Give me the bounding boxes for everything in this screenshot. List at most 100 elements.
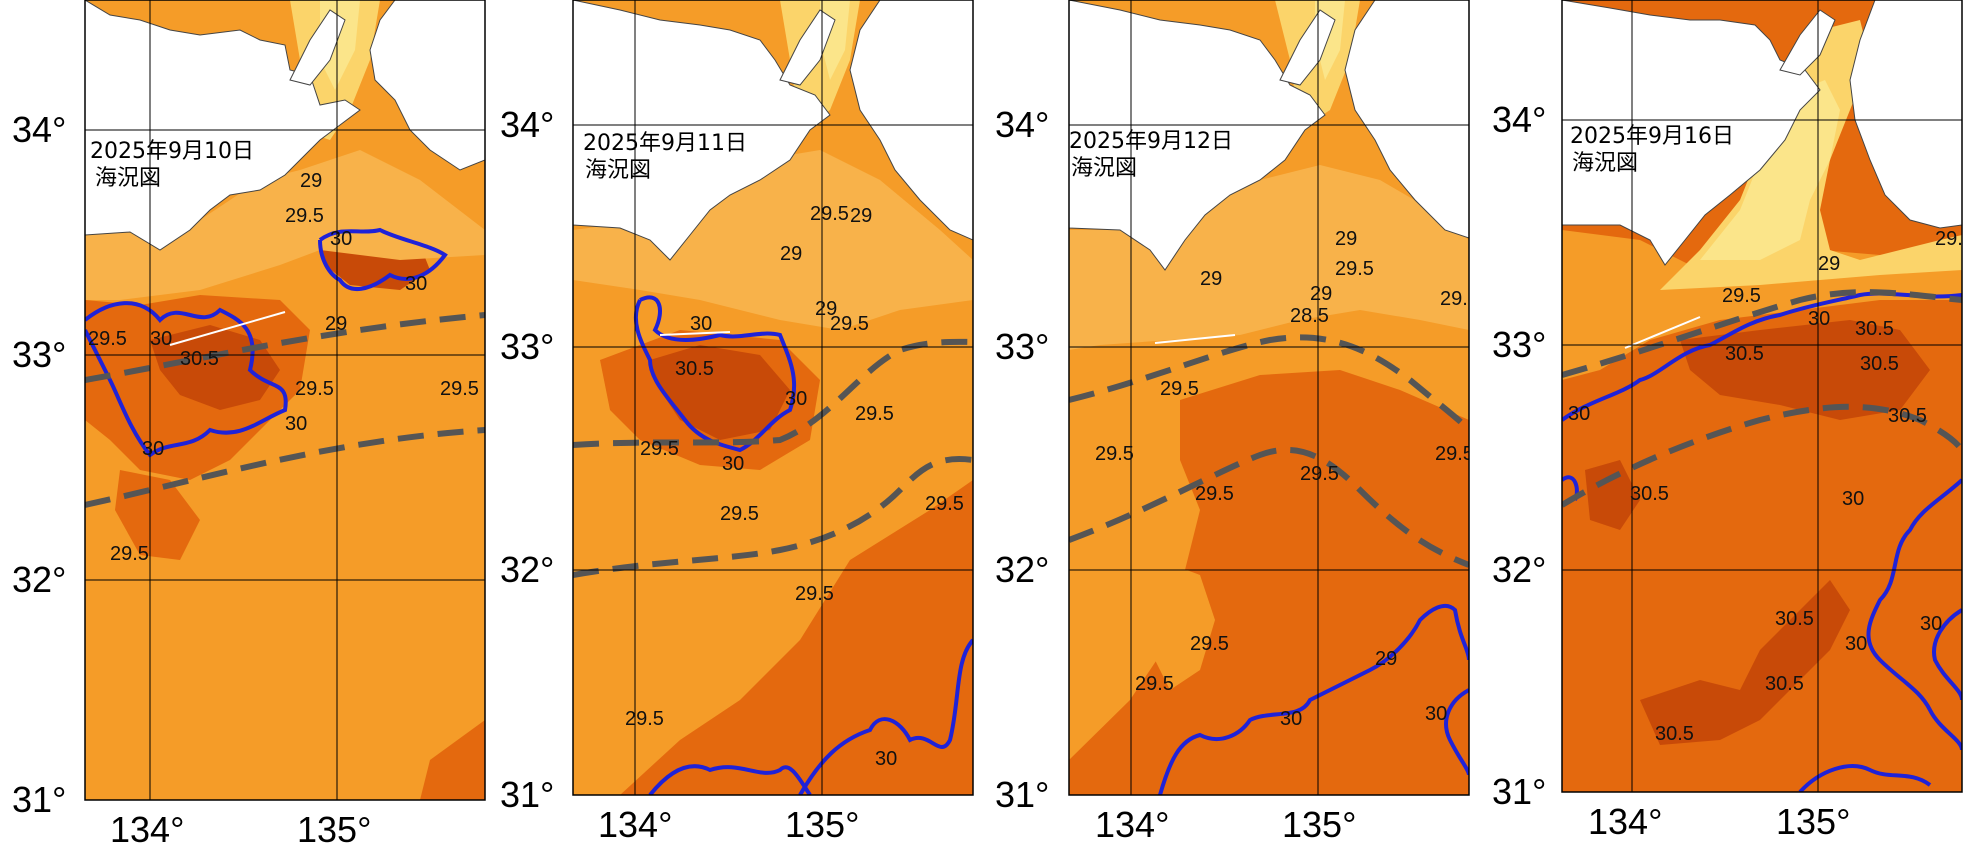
lat-label: 34°	[995, 104, 1049, 145]
panel-map-type: 海況図	[1572, 151, 1638, 176]
sea-temp-zone-30-5	[650, 345, 790, 440]
sea-temp-zone-30	[1069, 370, 1469, 795]
land-mass	[1069, 0, 1326, 271]
sea-temp-zone-30-5-west	[1585, 460, 1640, 530]
isotherm-label: 30	[330, 228, 352, 250]
island-awaji	[289, 9, 346, 86]
land-mass-east	[1849, 0, 1962, 229]
isotherm-label: 29.5	[855, 403, 894, 425]
isotherm-label: 30	[1280, 708, 1302, 730]
isotherm-label: 29.5	[925, 493, 964, 515]
panel-frame	[84, 0, 486, 801]
land-mass	[85, 0, 361, 251]
isotherm-label: 29.5	[285, 205, 324, 227]
isotherm-labels: 29 29.5 30 30 30 30.5 29 29.5 30 30 29.5…	[88, 170, 479, 565]
isotherm-label: 30.5	[1765, 673, 1804, 695]
lon-label: 135°	[1776, 801, 1850, 842]
lat-label: 31°	[995, 774, 1049, 815]
land-mass-east	[849, 0, 973, 241]
isotherm-label: 30	[1842, 488, 1864, 510]
lon-label: 134°	[110, 809, 184, 847]
panel-frame	[1561, 0, 1963, 793]
lon-label: 135°	[297, 809, 371, 847]
isotherm-label: 29.5	[1135, 673, 1174, 695]
land-mass	[573, 0, 831, 261]
grid	[1069, 0, 1469, 795]
isotherm-label: 29.5	[1300, 463, 1339, 485]
isotherm-label: 29.5	[795, 583, 834, 605]
kuroshio-axis-south	[85, 427, 485, 508]
land-mass-east	[1344, 0, 1469, 239]
panel-date-title: 2025年9月11日	[583, 131, 747, 156]
lat-label: 34°	[500, 104, 554, 145]
sea-temp-zone-29-north	[573, 150, 973, 330]
sea-temp-zone-29-north	[1069, 165, 1469, 350]
sea-temp-zone-30-southeast	[620, 480, 973, 795]
isotherm-30-line-south	[1798, 764, 1932, 792]
lon-label: 135°	[785, 804, 859, 845]
isotherm-label: 29	[780, 243, 802, 265]
isotherm-label: 29.5	[88, 328, 127, 350]
isotherm-label: 29	[300, 170, 322, 192]
isotherm-label: 29	[815, 298, 837, 320]
isotherm-label: 29.5	[1190, 633, 1229, 655]
kuroshio-axis-south	[573, 456, 973, 578]
grid	[1562, 0, 1962, 792]
isotherm-label: 30	[1920, 613, 1942, 635]
current-arrow	[169, 311, 286, 346]
kuroshio-axis-north	[85, 312, 485, 383]
kuroshio-axis-south	[1069, 446, 1469, 568]
isotherm-label: 29.5	[1195, 483, 1234, 505]
isotherm-label: 30	[875, 748, 897, 770]
isotherm-label: 29.5	[1440, 288, 1479, 310]
lon-label: 135°	[1282, 804, 1356, 845]
isotherm-30-line-south	[648, 764, 812, 795]
lat-label: 32°	[12, 559, 66, 600]
land-mass-east	[369, 0, 485, 171]
isotherm-label: 29.5	[1335, 258, 1374, 280]
isotherm-labels: 29 29 29.5 28.5 29 29.5 29.5 29.5 29.5 2…	[1095, 228, 1479, 730]
isotherm-label: 29	[325, 313, 347, 335]
isotherm-30-line-east	[318, 227, 448, 291]
map-panel-2: 29.5 29 29 29 29.5 30 30.5 29.5 29.5 30 …	[500, 0, 974, 845]
island-awaji	[1279, 9, 1336, 86]
isotherm-label: 30	[690, 313, 712, 335]
isotherm-label: 29.5	[110, 543, 149, 565]
current-arrow	[1624, 316, 1701, 349]
isotherm-label: 29.5	[1435, 443, 1474, 465]
isotherm-label: 29.5	[1160, 378, 1199, 400]
isotherm-label: 30	[785, 388, 807, 410]
isotherm-label: 30	[1425, 703, 1447, 725]
lat-label: 33°	[1492, 324, 1546, 365]
lon-label: 134°	[598, 804, 672, 845]
lon-label: 134°	[1588, 801, 1662, 842]
land-mass	[1562, 0, 1821, 266]
panel-frame	[1068, 0, 1470, 796]
isotherm-label: 30.5	[1888, 405, 1927, 427]
grid	[573, 0, 973, 795]
isotherm-label: 29.5	[830, 313, 869, 335]
island-awaji	[779, 9, 836, 86]
isotherm-label: 29	[1335, 228, 1357, 250]
isotherm-label: 30.5	[1655, 723, 1694, 745]
lat-label: 34°	[12, 109, 66, 150]
isotherm-label: 30.5	[180, 348, 219, 370]
isotherm-label: 30	[405, 273, 427, 295]
map-panel-4: 29.5 29 29.5 30 30.5 30.5 30 30.5 30.5 3…	[1492, 0, 1963, 842]
isotherm-label: 29	[1200, 268, 1222, 290]
lat-label: 33°	[12, 334, 66, 375]
panel-date-title: 2025年9月10日	[90, 139, 254, 164]
isotherm-label: 29.5	[720, 503, 759, 525]
current-arrow	[659, 331, 731, 336]
isotherm-labels: 29.5 29 29.5 30 30.5 30.5 30 30.5 30.5 3…	[1568, 228, 1962, 745]
isotherm-label: 30.5	[1860, 353, 1899, 375]
isotherm-label: 29	[1818, 253, 1840, 275]
panel-map-type: 海況図	[1071, 156, 1137, 181]
lat-label: 32°	[1492, 549, 1546, 590]
lat-label: 32°	[995, 549, 1049, 590]
isotherm-label: 29.5	[295, 378, 334, 400]
lat-label: 31°	[1492, 771, 1546, 812]
panel-date-title: 2025年9月12日	[1069, 129, 1233, 154]
sea-temp-zone-29-5-inlet	[1150, 560, 1215, 690]
